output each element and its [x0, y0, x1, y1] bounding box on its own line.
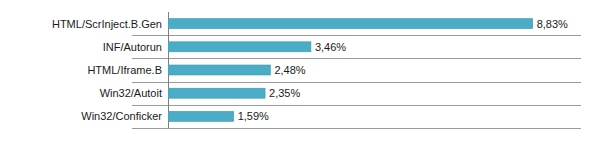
category-label: INF/Autorun — [103, 41, 162, 53]
bars — [168, 19, 533, 122]
row-separator — [132, 82, 581, 83]
row-separator — [132, 58, 581, 59]
row-separator — [132, 105, 581, 106]
bar — [168, 111, 234, 121]
chart: HTML/ScrInject.B.Gen 8,83% INF/Autorun 3,46… — [0, 0, 600, 142]
bar — [168, 42, 311, 52]
row-separator — [132, 35, 581, 36]
data-label: 2,48% — [274, 64, 305, 76]
category-label: HTML/ScrInject.B.Gen — [52, 18, 162, 30]
bar — [168, 19, 533, 29]
category-label: HTML/Iframe.B — [87, 64, 162, 76]
data-label: 3,46% — [315, 41, 346, 53]
bar — [168, 65, 270, 75]
data-label: 1,59% — [238, 110, 269, 122]
category-label: Win32/Conficker — [81, 110, 162, 122]
data-label: 2,35% — [269, 87, 300, 99]
data-label: 8,83% — [537, 18, 568, 30]
category-label: Win32/Autoit — [100, 87, 162, 99]
bar — [168, 88, 265, 98]
row-separator — [132, 128, 581, 129]
